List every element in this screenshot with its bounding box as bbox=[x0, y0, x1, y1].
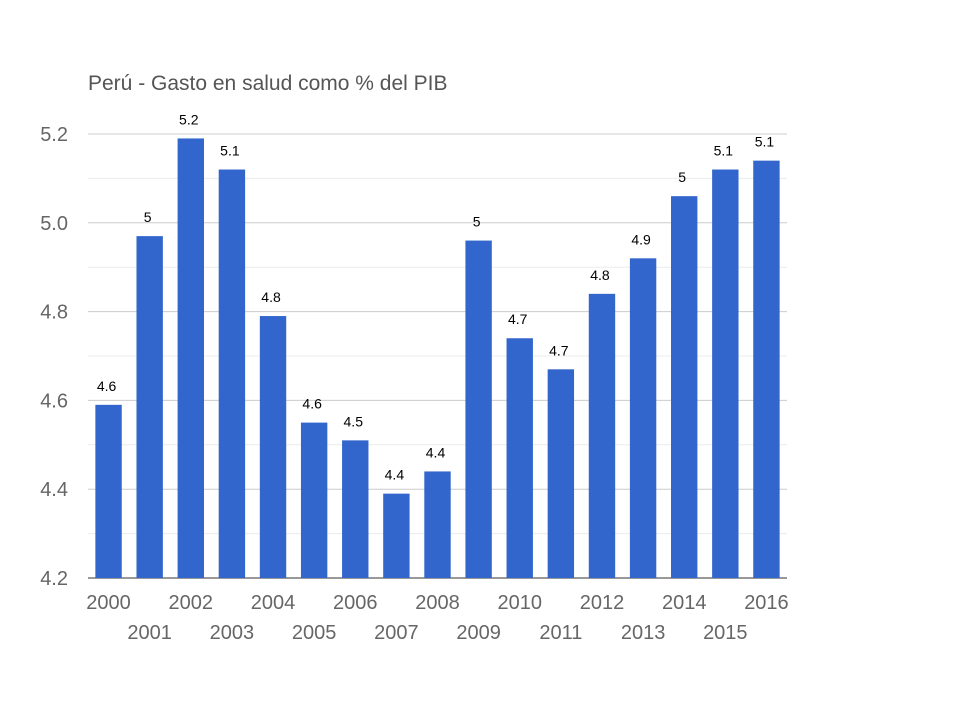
bar-2011 bbox=[547, 369, 575, 578]
x-tick-label: 2002 bbox=[169, 592, 214, 614]
data-label-2014: 5 bbox=[678, 169, 686, 185]
data-label-2010: 4.7 bbox=[508, 311, 528, 327]
x-tick-label: 2013 bbox=[621, 622, 666, 644]
x-tick-label: 2011 bbox=[539, 622, 582, 644]
data-label-2013: 4.9 bbox=[631, 231, 651, 247]
y-axis: 4.2 4.4 4.6 4.8 5.0 5.2 bbox=[40, 124, 68, 590]
x-tick-label: 2004 bbox=[251, 592, 296, 614]
x-tick-label: 2015 bbox=[703, 622, 748, 644]
data-label-2005: 4.6 bbox=[302, 396, 322, 412]
bar-2013 bbox=[629, 258, 657, 578]
bar-2005 bbox=[300, 422, 328, 578]
x-tick-label: 2007 bbox=[374, 622, 419, 644]
data-label-2003: 5.1 bbox=[220, 143, 240, 159]
bar-2007 bbox=[383, 493, 410, 578]
bar-2004 bbox=[259, 316, 287, 578]
y-tick-label: 4.6 bbox=[40, 390, 68, 412]
bar-2012 bbox=[588, 293, 616, 578]
data-label-2002: 5.2 bbox=[179, 111, 199, 127]
data-label-2006: 4.5 bbox=[344, 413, 364, 429]
y-tick-label: 4.2 bbox=[40, 568, 68, 590]
data-labels: 4.6 5 5.2 5.1 4.8 4.6 4.5 4.4 4.4 5 4.7 4.7 4.8 4.9 5 5… bbox=[97, 111, 775, 482]
x-tick-label: 2012 bbox=[580, 592, 625, 614]
data-label-2015: 5.1 bbox=[714, 143, 734, 159]
x-tick-label: 2000 bbox=[86, 592, 131, 614]
bar-2002 bbox=[177, 138, 204, 578]
data-label-2004: 4.8 bbox=[261, 289, 281, 305]
x-tick-label: 2003 bbox=[210, 622, 255, 644]
x-tick-label: 2016 bbox=[744, 592, 789, 614]
x-tick-label: 2001 bbox=[127, 622, 172, 644]
data-label-2011: 4.7 bbox=[549, 342, 569, 358]
data-label-2016: 5.1 bbox=[755, 134, 775, 150]
bar-2006 bbox=[342, 440, 369, 578]
x-tick-label: 2008 bbox=[415, 592, 460, 614]
x-tick-label: 2005 bbox=[292, 622, 337, 644]
bar-2001 bbox=[136, 236, 163, 578]
data-label-2001: 5 bbox=[144, 209, 152, 225]
x-tick-label: 2014 bbox=[662, 592, 707, 614]
bar-2009 bbox=[465, 240, 492, 578]
data-label-2008: 4.4 bbox=[426, 444, 446, 460]
bar-2015 bbox=[712, 169, 739, 578]
x-tick-label: 2010 bbox=[497, 592, 542, 614]
bar-2003 bbox=[218, 169, 246, 578]
x-axis: 2000 2001 2002 2003 2004 2005 2006 2007 2008 2009… bbox=[86, 592, 788, 644]
y-tick-label: 4.4 bbox=[40, 479, 68, 501]
chart-title: Perú - Gasto en salud como % del PIB bbox=[88, 72, 448, 95]
bars bbox=[95, 138, 780, 578]
bar-2010 bbox=[506, 338, 533, 578]
x-tick-label: 2009 bbox=[456, 622, 501, 644]
y-tick-label: 5.0 bbox=[40, 213, 68, 235]
data-label-2009: 5 bbox=[473, 214, 481, 230]
data-label-2000: 4.6 bbox=[97, 378, 117, 394]
bar-2000 bbox=[95, 404, 122, 578]
x-tick-label: 2006 bbox=[333, 592, 378, 614]
y-tick-label: 4.8 bbox=[40, 302, 68, 324]
bar-2016 bbox=[753, 160, 780, 578]
y-tick-label: 5.2 bbox=[40, 124, 68, 146]
data-label-2007: 4.4 bbox=[385, 467, 405, 483]
bar-2008 bbox=[424, 471, 451, 578]
bar-2014 bbox=[671, 196, 698, 578]
data-label-2012: 4.8 bbox=[590, 267, 610, 283]
